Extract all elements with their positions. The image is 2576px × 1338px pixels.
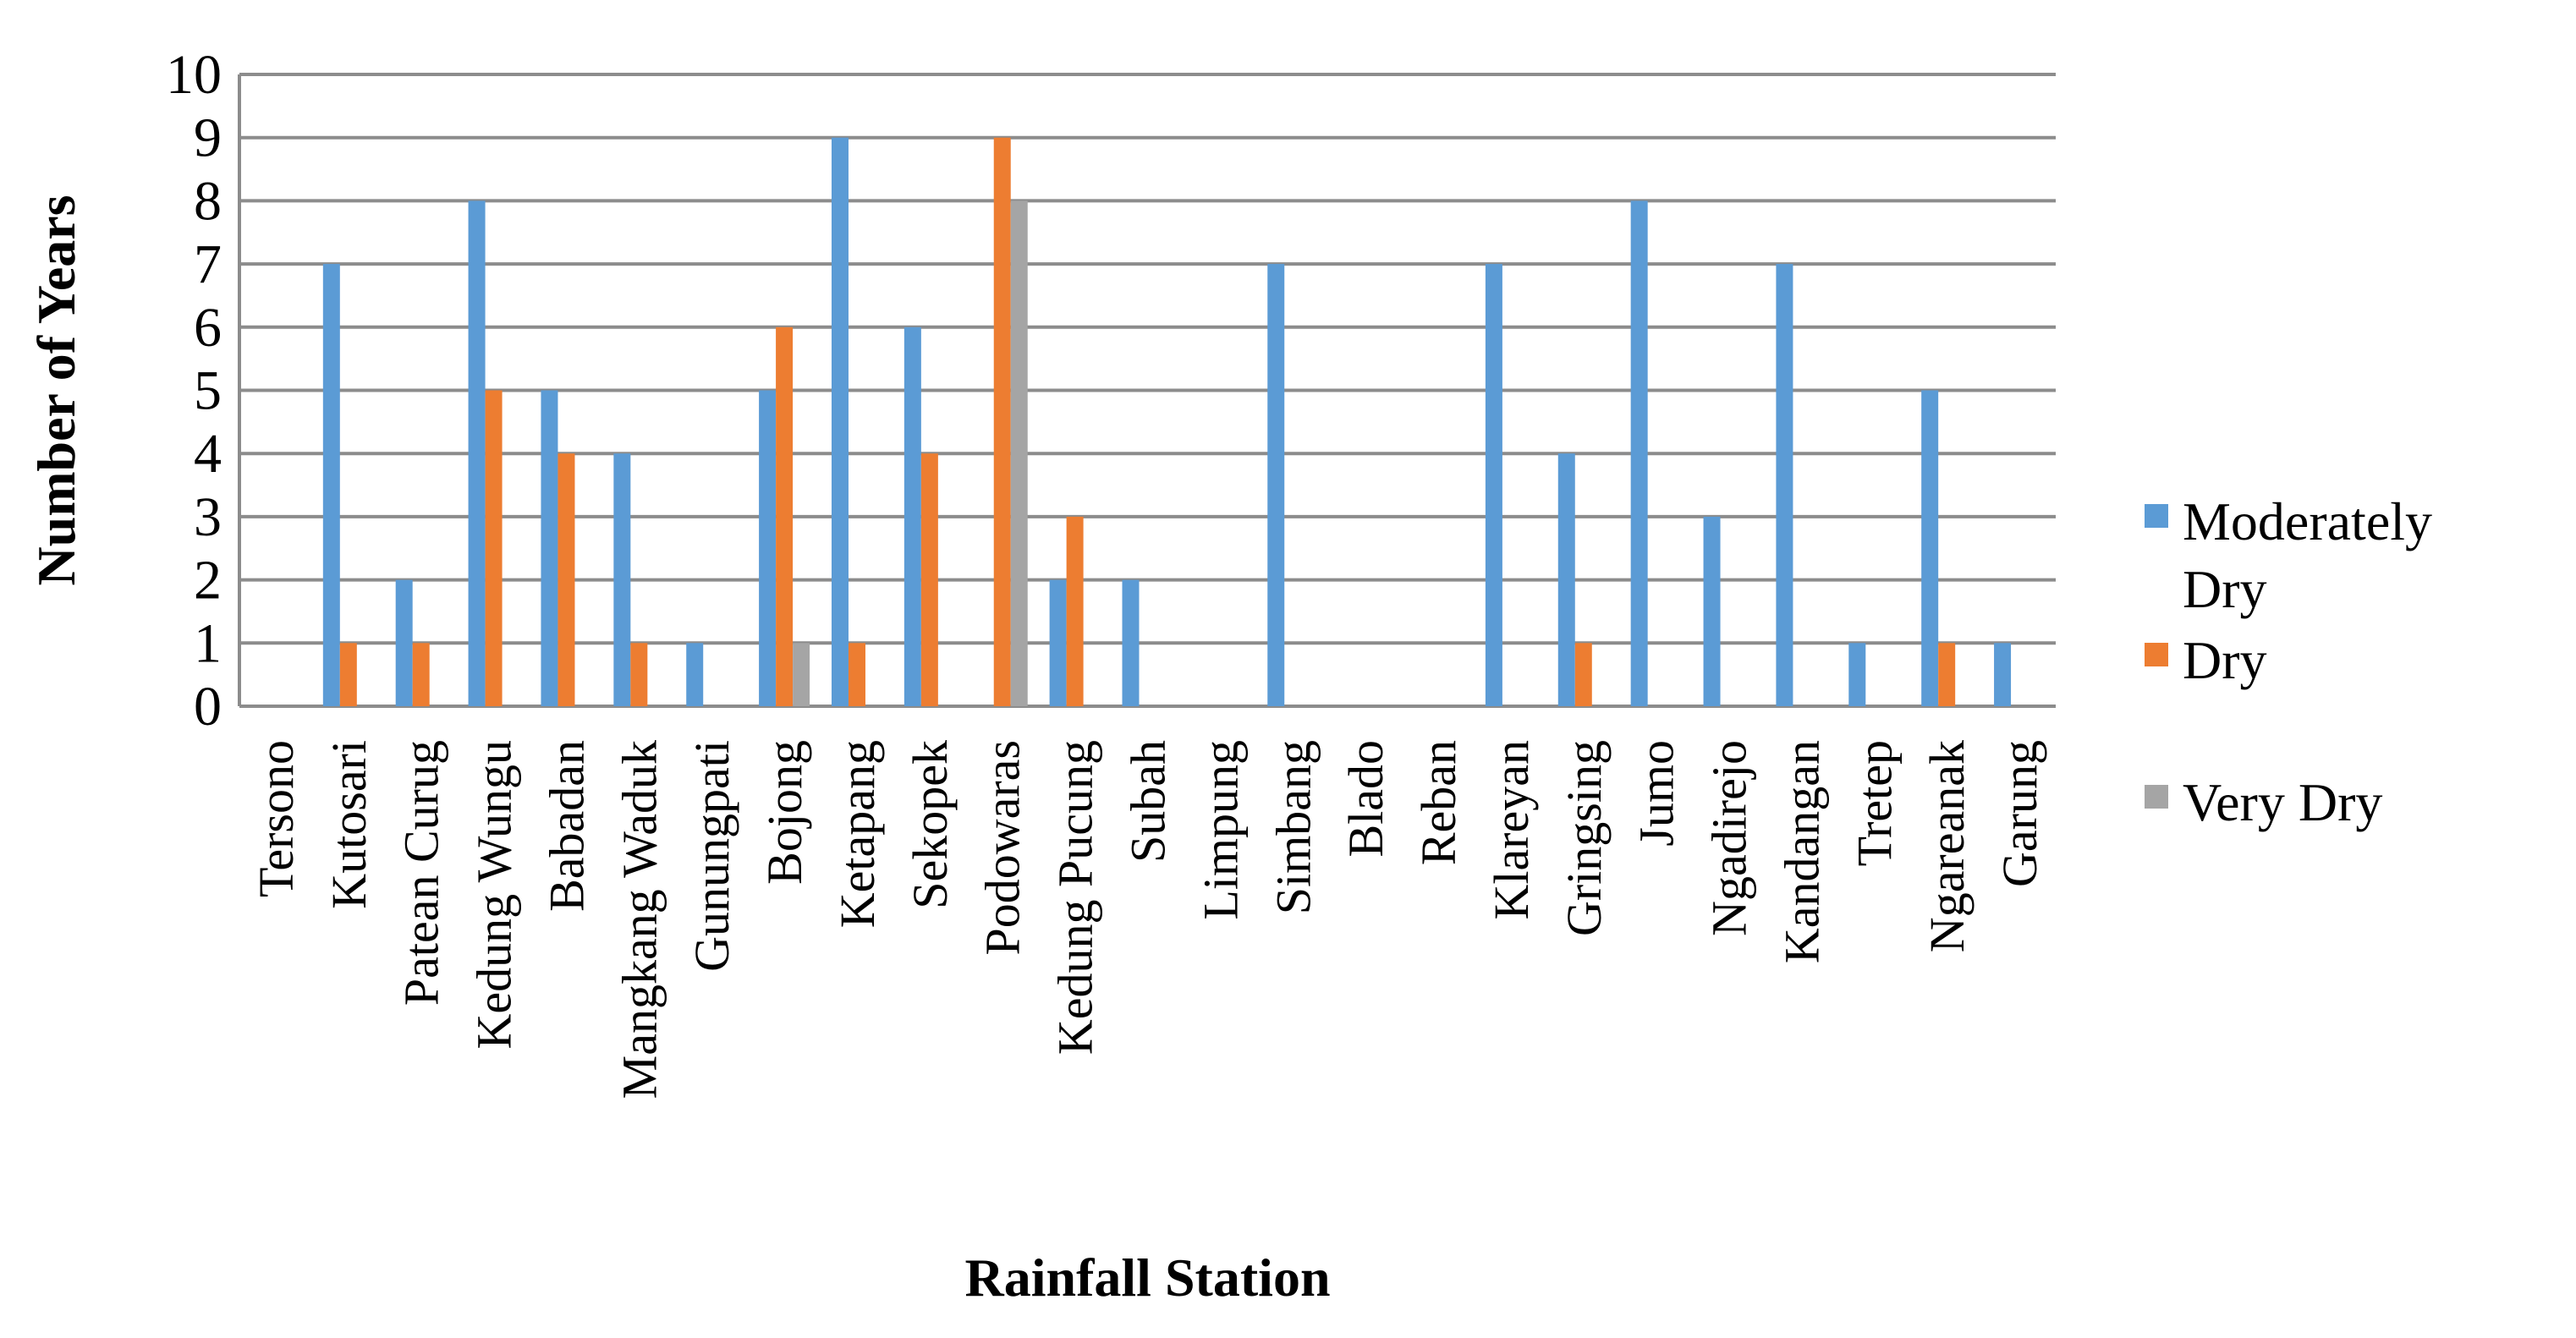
bar-moderately-dry [1848,643,1866,706]
legend-label-line2: Dry [2183,559,2267,619]
bar-moderately-dry [904,326,921,706]
x-tick-label: Reban [1411,740,1466,865]
y-tick-label: 6 [194,297,222,359]
bar-moderately-dry [1703,516,1721,706]
x-tick-label: Garung [1992,740,2047,887]
bar-dry [776,326,794,706]
x-tick-labels: Tersono Kutosari Patean Curug Kedung Wungu B… [249,740,2047,1099]
y-tick-label: 4 [194,423,222,485]
x-tick-label: Ngadirejo [1702,740,1757,936]
x-tick-label: Jumo [1629,740,1684,847]
x-tick-label: Tretep [1847,740,1902,866]
bar-moderately-dry [1994,643,2012,706]
bar-moderately-dry [468,200,486,706]
bar-dry [920,453,938,706]
bar-dry [1574,643,1592,706]
bar-moderately-dry [1267,264,1285,707]
bar-dry [485,390,503,706]
x-tick-label: Kedung Pucung [1048,740,1103,1055]
x-tick-label: Blado [1338,740,1393,858]
legend-label: Dry [2183,630,2267,690]
x-tick-label: Tersono [249,740,304,897]
bar-dry [339,643,357,706]
bar-dry [1066,516,1084,706]
bar-moderately-dry [1921,390,1939,706]
bar-dry [993,137,1011,706]
legend-swatch-moderately-dry [2145,504,2168,528]
bars [322,137,2012,707]
x-tick-label: Gringsing [1557,740,1612,936]
bar-moderately-dry [541,390,558,706]
bar-moderately-dry [1776,264,1793,707]
x-tick-label: Simbang [1266,740,1321,914]
bar-moderately-dry [1630,200,1648,706]
bar-dry [1938,643,1956,706]
x-tick-label: Ketapang [830,740,885,928]
x-tick-label: Podowaras [975,740,1030,956]
x-tick-label: Kutosari [321,740,376,909]
bar-moderately-dry [1122,579,1140,706]
legend-label: Very Dry [2183,772,2382,832]
y-tick-label: 7 [194,233,222,295]
bar-dry [557,453,575,706]
y-tick-label: 5 [194,360,222,422]
x-tick-label: Patean Curug [394,740,449,1006]
bar-moderately-dry [1049,579,1067,706]
bar-moderately-dry [613,453,631,706]
x-tick-label: Bojong [757,740,812,885]
bar-moderately-dry [759,390,777,706]
x-tick-label: Kandangan [1774,740,1829,963]
bar-very-dry [1010,200,1028,706]
bar-very-dry [793,643,810,706]
legend-swatch-very-dry [2145,785,2168,809]
y-tick-label: 10 [166,44,222,106]
bar-moderately-dry [831,137,849,706]
x-tick-label: Subah [1121,740,1176,863]
x-tick-label: Ngareanak [1920,740,1975,952]
x-tick-label: Klareyan [1484,740,1539,920]
y-tick-label: 0 [194,676,222,738]
x-tick-label: Mangkang Waduk [612,740,667,1099]
legend: Moderately Dry Dry Very Dry [2145,491,2432,832]
bar-moderately-dry [1557,453,1575,706]
x-tick-label: Sekopek [903,740,958,909]
y-axis-title: Number of Years [26,195,86,585]
bar-moderately-dry [395,579,413,706]
bar-moderately-dry [1485,264,1502,707]
y-tick-label: 2 [194,550,222,611]
y-tick-label: 8 [194,170,222,232]
x-tick-label: Babadan [539,740,594,912]
legend-swatch-dry [2145,643,2168,666]
bar-dry [848,643,865,706]
x-tick-label: Gunungpati [684,740,739,972]
bar-dry [630,643,648,706]
x-tick-label: Kedung Wungu [467,740,522,1050]
legend-label: Moderately [2183,491,2432,551]
bar-dry [412,643,430,706]
bar-moderately-dry [322,264,340,707]
x-axis-title: Rainfall Station [964,1248,1330,1308]
bar-moderately-dry [686,643,704,706]
y-tick-label: 9 [194,107,222,169]
y-tick-label: 1 [194,612,222,674]
y-tick-label: 3 [194,486,222,548]
x-tick-label: Limpung [1193,740,1248,920]
